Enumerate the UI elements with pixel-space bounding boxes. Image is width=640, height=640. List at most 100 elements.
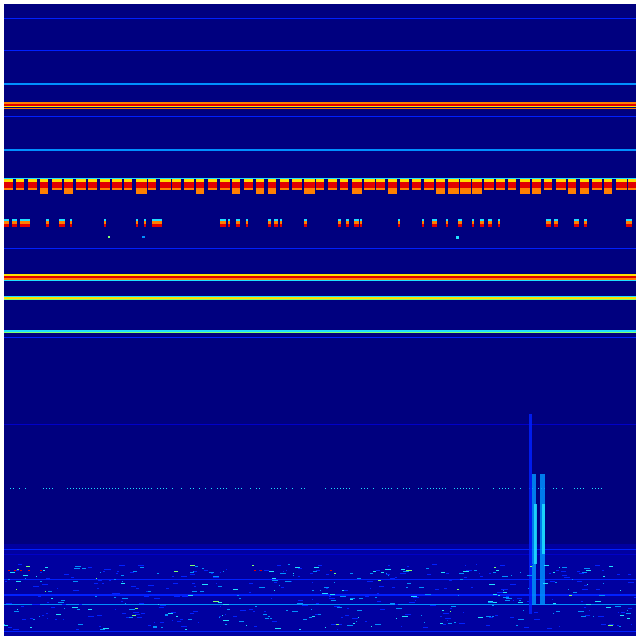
dotted-signal (340, 488, 341, 489)
noise-speck (565, 567, 566, 568)
intermittent-signal (316, 188, 324, 190)
noise-speck (503, 590, 504, 591)
spectral-line (4, 604, 636, 605)
noise-speck (40, 570, 42, 571)
noise-speck (385, 569, 391, 570)
spectral-line (4, 276, 636, 278)
noise-speck (220, 572, 221, 573)
dotted-signal (430, 488, 431, 489)
spectral-line (4, 83, 636, 85)
burst-signal (12, 219, 17, 221)
spectral-line (4, 594, 636, 596)
dotted-signal (493, 488, 494, 489)
dotted-signal (562, 488, 563, 489)
intermittent-signal (460, 178, 471, 182)
dotted-signal (397, 488, 398, 489)
noise-speck (527, 601, 529, 602)
transient-spike (534, 504, 537, 564)
dotted-signal (25, 488, 26, 489)
noise-speck (501, 589, 503, 590)
noise-speck (292, 611, 298, 612)
noise-speck (609, 566, 613, 567)
noise-speck (617, 574, 620, 575)
burst-signal (70, 224, 72, 227)
intermittent-signal (172, 182, 181, 188)
noise-speck (615, 606, 621, 607)
noise-speck (188, 619, 192, 620)
noise-speck (33, 619, 35, 620)
spectral-line (4, 106, 636, 107)
noise-speck (445, 618, 451, 619)
noise-speck (311, 609, 312, 610)
intermittent-signal (160, 182, 171, 188)
intermittent-signal (196, 190, 204, 194)
intermittent-signal (412, 182, 421, 188)
dotted-signal (520, 488, 521, 489)
noise-speck (620, 615, 624, 616)
dotted-signal (442, 488, 443, 489)
noise-speck (506, 598, 512, 599)
dotted-signal (385, 488, 386, 489)
noise-speck (253, 611, 255, 612)
intermittent-signal (484, 182, 494, 188)
noise-speck (289, 595, 291, 596)
dotted-signal (463, 488, 464, 489)
noise-speck (209, 572, 214, 573)
intermittent-signal (316, 178, 324, 182)
burst-signal (220, 224, 226, 227)
noise-speck (500, 565, 505, 566)
dotted-signal (472, 488, 473, 489)
noise-speck (153, 626, 157, 627)
noise-speck (192, 583, 195, 584)
noise-speck (14, 570, 19, 571)
noise-speck (493, 572, 496, 573)
noise-speck (627, 610, 628, 611)
intermittent-signal (424, 178, 434, 182)
dotted-signal (256, 488, 257, 489)
intermittent-signal (256, 190, 264, 194)
noise-speck (115, 593, 120, 594)
burst-signal (458, 224, 462, 227)
noise-speck (406, 587, 408, 588)
noise-speck (598, 616, 604, 617)
noise-speck (102, 583, 104, 584)
noise-speck (96, 578, 97, 579)
noise-speck (324, 587, 329, 588)
noise-speck (336, 624, 339, 625)
noise-speck (350, 598, 355, 599)
noise-speck (339, 624, 342, 625)
burst-signal (228, 219, 230, 221)
intermittent-signal (532, 188, 541, 190)
spectral-line (4, 330, 636, 332)
spectral-line (4, 579, 636, 580)
noise-speck (202, 584, 208, 585)
noise-speck (350, 573, 353, 574)
noise-speck (100, 629, 105, 630)
intermittent-signal (112, 182, 122, 188)
noise-speck (603, 583, 604, 584)
dotted-signal (190, 488, 191, 489)
dotted-signal (112, 488, 113, 489)
noise-speck (582, 589, 588, 590)
noise-speck (463, 612, 464, 613)
intermittent-signal (568, 178, 576, 182)
noise-speck (451, 606, 456, 607)
noise-speck (341, 617, 343, 618)
intermittent-signal (76, 178, 86, 182)
noise-speck (609, 624, 614, 625)
noise-speck (627, 618, 630, 619)
noise-speck (390, 603, 395, 604)
noise-speck (121, 583, 125, 584)
noise-speck (347, 608, 349, 609)
intermittent-signal (148, 188, 156, 190)
dotted-signal (280, 488, 281, 489)
noise-speck (157, 573, 159, 574)
noise-speck (628, 574, 631, 575)
noise-speck (559, 626, 560, 627)
dotted-signal (241, 488, 242, 489)
noise-speck (392, 587, 395, 588)
intermittent-signal (388, 188, 397, 190)
noise-speck (520, 572, 521, 573)
intermittent-signal (628, 182, 636, 188)
noise-speck (171, 612, 176, 613)
